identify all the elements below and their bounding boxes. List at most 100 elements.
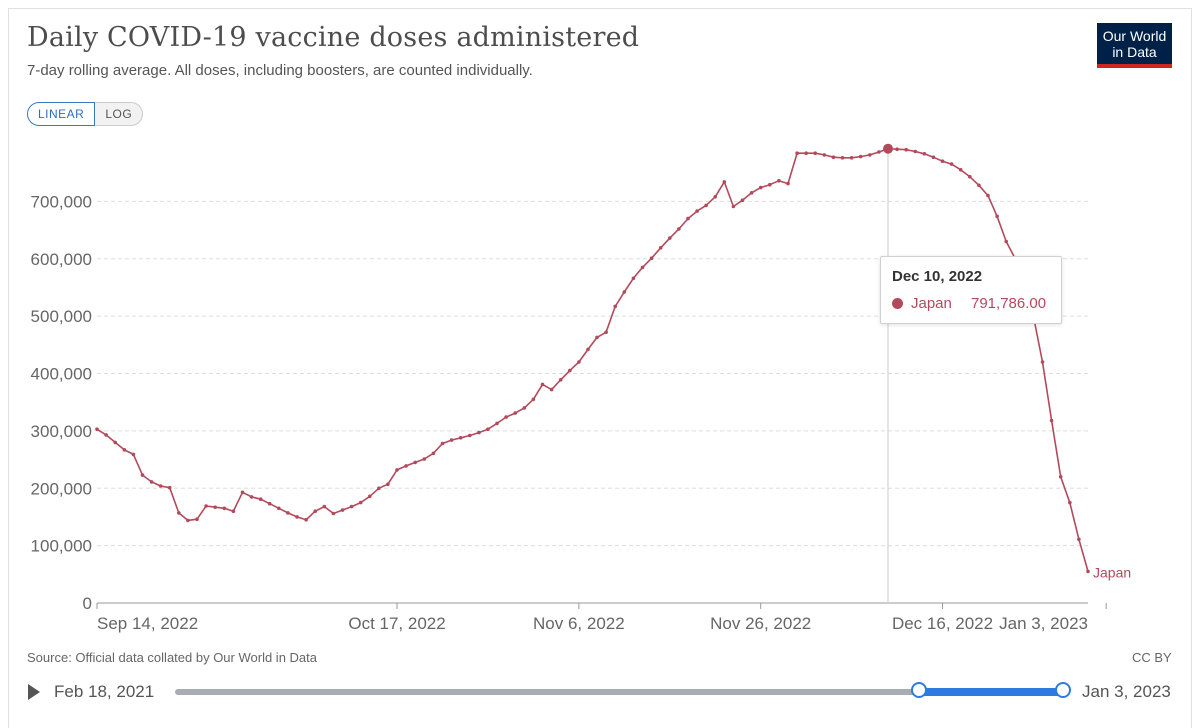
data-point bbox=[158, 484, 163, 488]
data-point bbox=[322, 504, 327, 509]
data-point bbox=[95, 427, 99, 432]
data-point bbox=[304, 518, 308, 522]
data-point bbox=[413, 460, 418, 465]
data-point bbox=[940, 159, 945, 163]
data-point bbox=[440, 441, 445, 446]
data-point bbox=[849, 156, 854, 160]
timeline-start-label: Feb 18, 2021 bbox=[54, 682, 155, 701]
data-point bbox=[1058, 475, 1063, 479]
source-note[interactable]: Source: Official data collated by Our Wo… bbox=[27, 650, 317, 665]
data-point bbox=[522, 406, 527, 410]
y-tick-label: 300,000 bbox=[31, 422, 92, 441]
x-tick-label: Sep 14, 2022 bbox=[97, 614, 198, 633]
data-point bbox=[668, 236, 672, 240]
x-tick-label: Jan 3, 2023 bbox=[999, 614, 1088, 633]
data-point bbox=[813, 151, 817, 155]
data-point bbox=[868, 153, 872, 157]
data-point bbox=[758, 185, 763, 190]
data-point bbox=[558, 378, 563, 382]
data-point bbox=[549, 387, 554, 392]
data-point bbox=[113, 440, 117, 445]
data-point bbox=[431, 451, 436, 456]
data-point bbox=[340, 508, 345, 512]
data-point bbox=[577, 360, 581, 364]
data-point bbox=[504, 415, 508, 419]
y-tick-label: 100,000 bbox=[31, 537, 92, 556]
timeline-start-handle[interactable] bbox=[911, 682, 927, 698]
play-icon[interactable] bbox=[28, 684, 40, 700]
data-point bbox=[968, 174, 972, 179]
data-point bbox=[768, 182, 772, 187]
data-point bbox=[931, 155, 936, 159]
timeline-track[interactable] bbox=[175, 689, 1065, 695]
tooltip-date: Dec 10, 2022 bbox=[892, 268, 983, 285]
data-point bbox=[222, 506, 227, 511]
data-point bbox=[458, 436, 463, 440]
data-point bbox=[204, 504, 208, 508]
data-point bbox=[395, 468, 399, 472]
y-tick-label: 200,000 bbox=[31, 479, 92, 498]
data-point bbox=[822, 153, 827, 157]
x-tick-label: Oct 17, 2022 bbox=[348, 614, 445, 633]
data-point bbox=[368, 494, 372, 499]
data-point bbox=[731, 204, 736, 209]
data-point bbox=[295, 515, 299, 519]
data-point bbox=[267, 501, 272, 506]
data-point bbox=[986, 193, 990, 198]
data-point bbox=[586, 347, 590, 352]
data-point bbox=[540, 382, 545, 387]
data-point bbox=[704, 203, 708, 208]
chart-subtitle: 7-day rolling average. All doses, includ… bbox=[27, 62, 533, 79]
series-layer: Japan bbox=[95, 143, 1131, 580]
x-tick-label: Nov 26, 2022 bbox=[710, 614, 811, 633]
linear-scale-button[interactable]: LINEAR bbox=[27, 102, 96, 126]
tooltip-value: 791,786.00 bbox=[971, 295, 1047, 312]
y-tick-label: 0 bbox=[83, 594, 92, 613]
x-tick-label: Nov 6, 2022 bbox=[533, 614, 625, 633]
data-point bbox=[477, 430, 481, 435]
timeline-selected-range[interactable] bbox=[919, 688, 1063, 696]
data-point bbox=[495, 421, 499, 426]
data-point bbox=[568, 368, 572, 373]
log-scale-button[interactable]: LOG bbox=[95, 102, 144, 126]
data-point bbox=[713, 195, 717, 199]
logo-line-1: Our World bbox=[1102, 28, 1167, 44]
data-point bbox=[677, 227, 681, 231]
data-point bbox=[468, 433, 472, 438]
data-point bbox=[740, 198, 745, 202]
line-chart[interactable]: 0 100,000 200,000 300,000 400,000 500,000 600,… bbox=[0, 0, 1200, 709]
data-point bbox=[686, 216, 690, 221]
y-tick-label: 400,000 bbox=[31, 365, 92, 384]
series-end-label: Japan bbox=[1093, 564, 1131, 580]
data-point bbox=[131, 452, 136, 457]
tooltip-series-name: Japan bbox=[911, 295, 952, 312]
data-point bbox=[240, 490, 245, 495]
timeline: Feb 18, 2021 Jan 3, 2023 bbox=[0, 676, 1200, 706]
data-point bbox=[595, 335, 599, 340]
y-tick-label: 600,000 bbox=[31, 250, 92, 269]
owid-logo[interactable]: Our World in Data bbox=[1097, 23, 1172, 68]
data-point bbox=[286, 511, 290, 515]
scale-toggle: LINEAR LOG bbox=[27, 102, 144, 126]
tooltip: Dec 10, 2022 Japan 791,786.00 bbox=[880, 256, 1062, 324]
y-tick-label: 700,000 bbox=[31, 192, 92, 211]
data-point bbox=[277, 506, 281, 511]
data-point bbox=[404, 464, 408, 468]
data-point bbox=[349, 504, 354, 509]
data-point bbox=[186, 518, 190, 523]
data-point bbox=[631, 276, 636, 281]
data-point bbox=[649, 256, 654, 261]
data-point bbox=[377, 486, 381, 491]
grid-lines bbox=[97, 200, 1088, 604]
data-point bbox=[122, 448, 127, 452]
chart-title: Daily COVID-19 vaccine doses administere… bbox=[27, 22, 640, 53]
data-point bbox=[1077, 537, 1081, 542]
data-point bbox=[749, 191, 754, 195]
data-point bbox=[904, 147, 908, 152]
data-point bbox=[231, 509, 236, 513]
data-point bbox=[877, 150, 881, 154]
timeline-end-handle[interactable] bbox=[1055, 682, 1071, 698]
data-point bbox=[695, 209, 699, 213]
tooltip-series-dot-icon bbox=[892, 298, 903, 309]
license-link[interactable]: CC BY bbox=[1132, 650, 1172, 665]
